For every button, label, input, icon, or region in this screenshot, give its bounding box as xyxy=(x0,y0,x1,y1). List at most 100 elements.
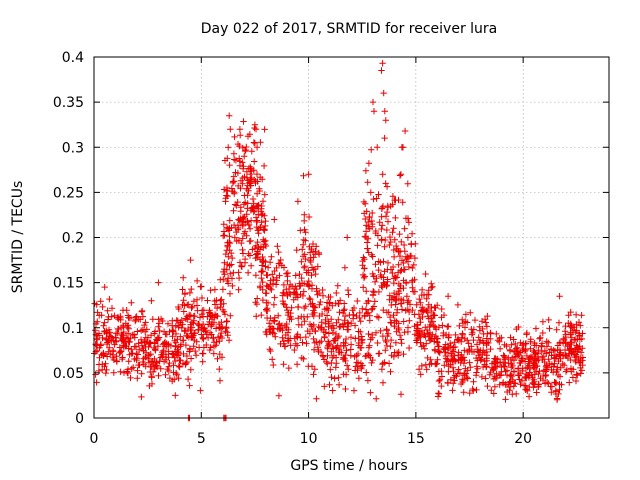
data-point xyxy=(303,340,310,347)
data-point xyxy=(216,377,224,384)
data-point xyxy=(260,162,268,170)
data-point xyxy=(525,393,533,400)
data-point xyxy=(231,201,239,208)
data-point xyxy=(124,366,132,373)
data-point xyxy=(539,354,546,362)
data-point xyxy=(244,192,251,199)
data-point xyxy=(163,343,170,350)
data-point xyxy=(404,328,412,336)
data-point xyxy=(512,379,519,387)
data-point xyxy=(134,375,141,382)
data-point xyxy=(259,198,267,205)
data-point xyxy=(306,330,314,337)
data-point xyxy=(512,353,519,360)
data-point xyxy=(483,323,491,330)
data-point xyxy=(329,387,336,394)
data-point xyxy=(263,271,270,279)
data-point xyxy=(565,319,572,327)
data-point xyxy=(302,237,309,244)
data-point xyxy=(364,179,371,186)
data-point xyxy=(456,322,463,330)
data-point xyxy=(434,343,442,350)
data-point xyxy=(573,352,580,360)
data-point xyxy=(444,379,451,386)
data-point xyxy=(313,338,320,346)
data-point xyxy=(172,339,180,346)
data-point xyxy=(248,168,255,175)
data-point xyxy=(577,322,584,329)
data-point xyxy=(400,259,407,267)
data-point xyxy=(306,295,313,302)
data-point xyxy=(392,339,400,346)
data-point xyxy=(138,393,145,401)
data-point xyxy=(548,361,556,368)
data-point xyxy=(172,357,179,365)
data-point xyxy=(181,328,188,335)
data-point xyxy=(473,386,480,394)
data-point xyxy=(276,320,283,327)
data-point xyxy=(247,217,255,224)
data-point xyxy=(341,355,348,362)
x-tick-labels: 0 5 10 15 20 xyxy=(90,431,533,447)
data-point xyxy=(256,246,264,253)
data-point xyxy=(328,359,335,367)
data-point xyxy=(226,239,234,247)
data-point xyxy=(111,341,118,348)
data-point xyxy=(556,386,563,393)
data-point xyxy=(380,258,387,265)
data-point xyxy=(117,348,124,355)
data-point xyxy=(470,378,477,385)
data-point xyxy=(275,321,282,328)
data-point xyxy=(361,265,368,272)
data-point xyxy=(359,262,366,269)
data-point xyxy=(157,354,164,361)
data-point xyxy=(193,302,201,309)
data-point xyxy=(444,344,451,352)
data-point xyxy=(457,380,465,388)
data-point xyxy=(270,361,277,369)
y-tick-label: 0.15 xyxy=(53,276,84,292)
data-point xyxy=(239,180,246,187)
data-point xyxy=(230,150,238,157)
data-point xyxy=(486,371,493,378)
data-point xyxy=(542,371,550,379)
data-point xyxy=(199,358,206,365)
data-point xyxy=(417,299,424,306)
data-point xyxy=(476,354,484,361)
data-point xyxy=(362,233,370,241)
data-point xyxy=(371,298,378,305)
data-point xyxy=(306,243,313,250)
data-point xyxy=(186,289,194,297)
data-point xyxy=(369,356,376,364)
data-point xyxy=(523,386,531,393)
x-tick-label: 0 xyxy=(90,431,99,447)
data-point xyxy=(340,339,347,346)
data-point xyxy=(263,282,270,290)
data-point xyxy=(244,133,252,140)
data-point xyxy=(319,353,327,360)
data-point xyxy=(435,348,443,355)
data-point xyxy=(285,309,292,316)
data-point xyxy=(230,207,237,214)
data-point xyxy=(280,281,288,289)
data-point xyxy=(399,199,406,206)
data-point xyxy=(517,381,524,388)
data-point xyxy=(218,296,225,303)
data-point xyxy=(256,187,263,195)
data-point xyxy=(181,290,189,298)
data-point xyxy=(576,343,583,350)
data-point xyxy=(431,346,438,353)
data-point xyxy=(131,355,138,363)
data-point xyxy=(152,347,159,354)
data-point xyxy=(364,239,371,246)
data-point xyxy=(273,264,280,272)
data-point xyxy=(173,371,181,378)
data-point xyxy=(441,362,448,369)
data-point xyxy=(573,371,580,378)
data-point xyxy=(496,338,503,345)
data-point xyxy=(527,336,534,343)
data-point xyxy=(342,335,350,343)
data-point xyxy=(403,293,411,300)
data-point xyxy=(487,329,494,337)
data-point xyxy=(329,354,336,361)
